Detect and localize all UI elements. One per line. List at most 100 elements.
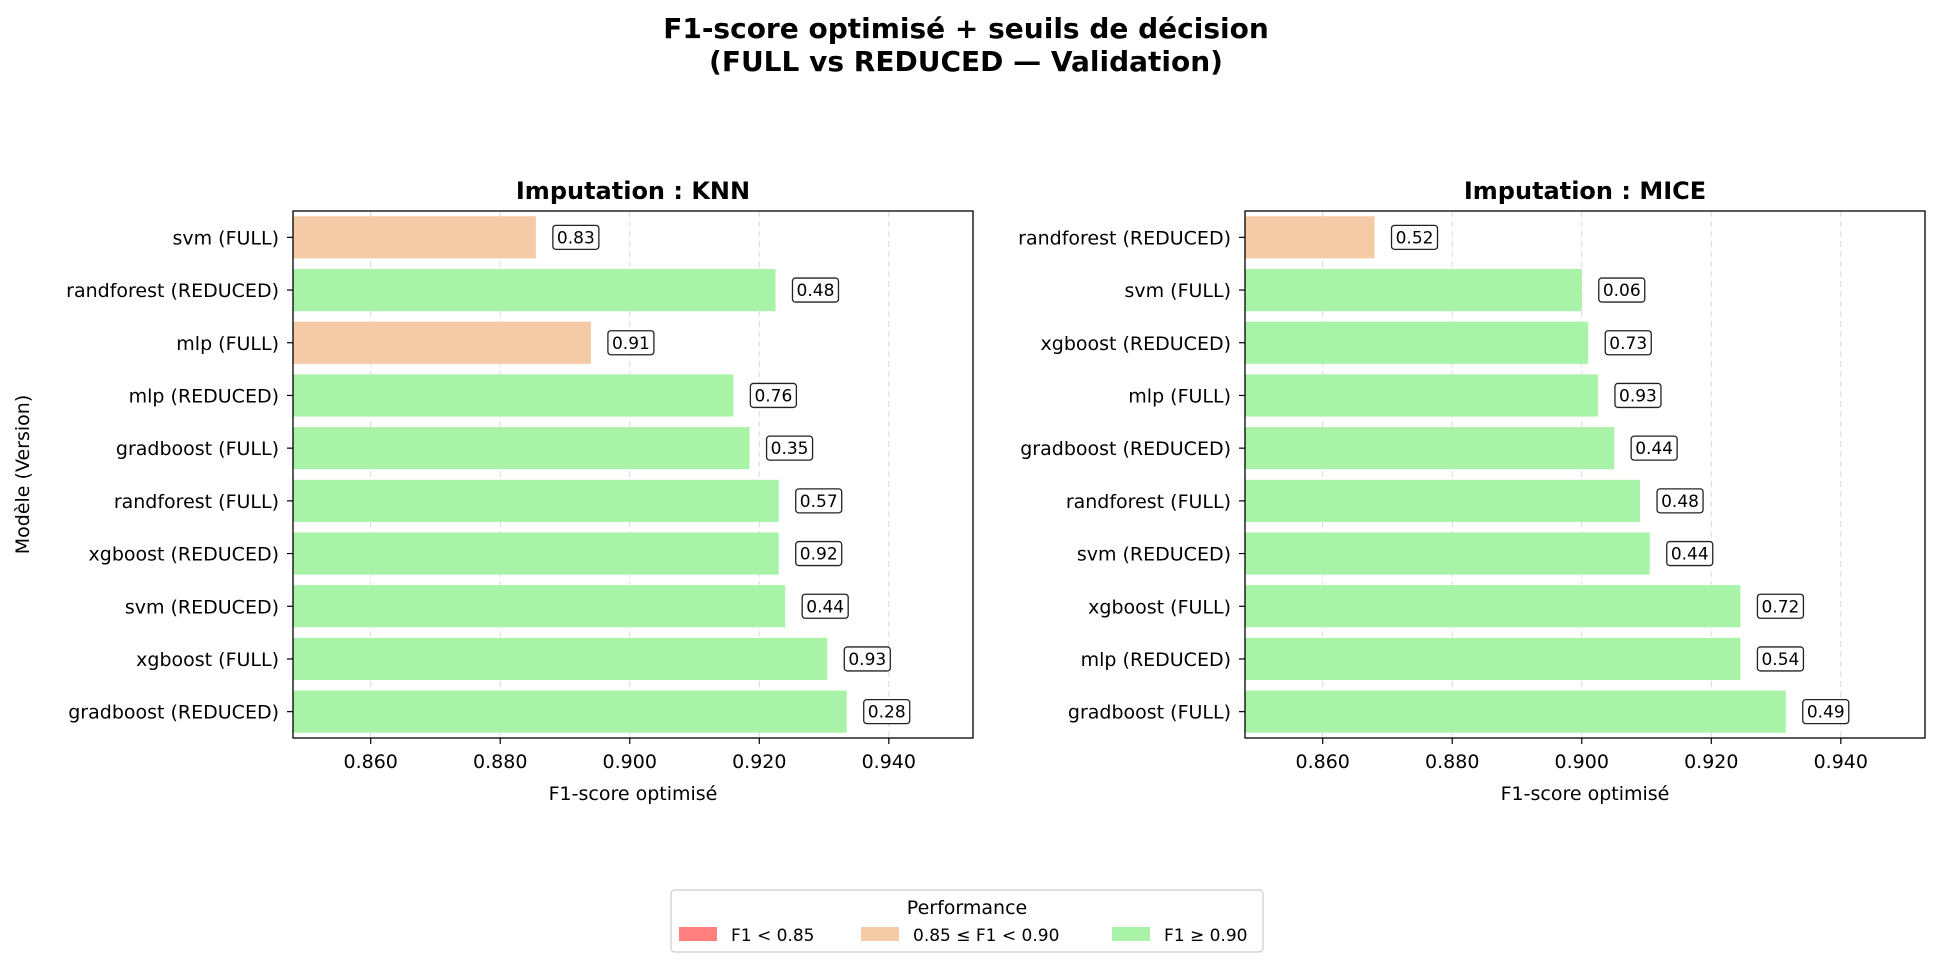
threshold-label-box <box>1756 646 1805 672</box>
bar <box>1245 532 1650 575</box>
y-tick-label: svm (FULL) <box>172 227 279 249</box>
bar <box>1245 637 1741 681</box>
y-tick-label: gradboost (REDUCED) <box>1020 438 1231 460</box>
bar <box>1245 321 1589 364</box>
threshold-label: 0.91 <box>612 334 650 354</box>
bar <box>293 479 779 522</box>
x-tick-label: 0.940 <box>862 751 916 773</box>
x-tick-label: 0.920 <box>732 751 786 773</box>
bar <box>293 585 786 628</box>
threshold-label-box <box>607 330 655 356</box>
bar <box>1245 216 1375 259</box>
bar <box>293 427 750 470</box>
x-tick-label: 0.860 <box>344 751 398 773</box>
bar <box>293 268 776 312</box>
threshold-label-box <box>1604 330 1652 356</box>
x-tick-label: 0.940 <box>1814 751 1868 773</box>
bar <box>293 321 591 364</box>
y-tick-label: mlp (REDUCED) <box>129 385 279 407</box>
threshold-label-box <box>863 699 911 725</box>
y-tick-label: svm (FULL) <box>1124 280 1231 302</box>
threshold-label: 0.44 <box>1635 439 1673 459</box>
threshold-label: 0.93 <box>848 650 886 670</box>
threshold-label-box <box>1390 224 1439 251</box>
y-tick-label: gradboost (REDUCED) <box>68 702 279 724</box>
legend-title: Performance <box>907 897 1027 919</box>
panel-knn: 0.83 0.48 0.91 0.76 0.35 0.57 0.92 0.44 0.93 0.28… <box>12 177 974 805</box>
x-axis-label: F1-score optimisé <box>549 783 718 805</box>
threshold-label-box <box>749 382 798 409</box>
bar <box>293 216 536 259</box>
bar <box>293 637 828 681</box>
threshold-label: 0.44 <box>806 597 844 617</box>
panel-title: Imputation : MICE <box>1464 177 1706 205</box>
x-tick-label: 0.920 <box>1684 751 1738 773</box>
legend: Performance F1 < 0.85 0.85 ≤ F1 < 0.90 F1 … <box>670 889 1264 953</box>
bar <box>1245 690 1786 733</box>
y-tick-label: randforest (FULL) <box>1066 491 1231 513</box>
threshold-label: 0.06 <box>1603 281 1641 301</box>
y-tick-label: randforest (FULL) <box>114 491 279 513</box>
y-axis-label: Modèle (Version) <box>12 395 34 554</box>
figure-title-line1: F1-score optimisé + seuils de décision <box>663 12 1269 45</box>
legend-label: 0.85 ≤ F1 < 0.90 <box>913 926 1059 946</box>
threshold-label: 0.35 <box>771 439 809 459</box>
axes-frame <box>1244 210 1926 739</box>
threshold-label: 0.48 <box>1661 492 1699 512</box>
threshold-label: 0.54 <box>1761 650 1799 670</box>
threshold-label-box <box>843 646 891 672</box>
threshold-label: 0.72 <box>1761 597 1799 617</box>
y-tick-label: gradboost (FULL) <box>116 438 279 460</box>
threshold-label: 0.93 <box>1619 386 1657 406</box>
y-tick-label: xgboost (REDUCED) <box>1041 333 1231 355</box>
bar <box>1245 427 1615 470</box>
legend-items: F1 < 0.85 0.85 ≤ F1 < 0.90 F1 ≥ 0.90 <box>679 926 1248 946</box>
threshold-label: 0.48 <box>797 281 835 301</box>
threshold-label: 0.49 <box>1807 703 1845 723</box>
x-axis-label: F1-score optimisé <box>1501 783 1670 805</box>
threshold-label-box <box>552 224 600 251</box>
y-tick-label: randforest (REDUCED) <box>66 280 279 302</box>
threshold-label: 0.92 <box>800 545 838 565</box>
y-tick-label: svm (REDUCED) <box>1077 544 1231 566</box>
threshold-label: 0.28 <box>868 703 906 723</box>
threshold-label: 0.73 <box>1609 334 1647 354</box>
y-tick-label: mlp (FULL) <box>1128 385 1231 407</box>
threshold-label-box <box>1614 382 1662 409</box>
threshold-label-box <box>1598 277 1646 303</box>
x-tick-label: 0.880 <box>473 751 527 773</box>
threshold-label: 0.57 <box>800 492 838 512</box>
panel-title: Imputation : KNN <box>516 177 750 205</box>
bar <box>293 690 847 733</box>
legend-swatch <box>861 927 899 941</box>
y-tick-label: xgboost (FULL) <box>136 649 279 671</box>
threshold-label-box <box>801 593 849 619</box>
threshold-label-box <box>765 435 814 461</box>
y-tick-label: gradboost (FULL) <box>1068 702 1231 724</box>
x-tick-label: 0.860 <box>1296 751 1350 773</box>
threshold-label-box <box>1630 435 1678 461</box>
threshold-label-box <box>791 277 840 303</box>
threshold-label-box <box>795 488 843 514</box>
legend-label: F1 < 0.85 <box>731 926 815 946</box>
panel-mice: 0.52 0.06 0.73 0.93 0.44 0.48 0.44 0.72 0.54 0.49… <box>1018 177 1926 805</box>
threshold-label-box <box>1802 699 1850 725</box>
threshold-label: 0.76 <box>754 386 792 406</box>
legend-label: F1 ≥ 0.90 <box>1164 926 1248 946</box>
bar <box>1245 268 1582 312</box>
y-tick-label: svm (REDUCED) <box>125 596 279 618</box>
bar <box>1245 585 1741 628</box>
x-tick-label: 0.900 <box>603 751 657 773</box>
threshold-label-box <box>1656 488 1704 514</box>
threshold-label: 0.52 <box>1396 228 1434 248</box>
legend-swatch <box>679 927 717 941</box>
threshold-label: 0.83 <box>557 228 595 248</box>
threshold-label: 0.44 <box>1671 545 1709 565</box>
y-tick-label: xgboost (FULL) <box>1088 596 1231 618</box>
y-tick-label: randforest (REDUCED) <box>1018 227 1231 249</box>
y-tick-label: mlp (REDUCED) <box>1081 649 1231 671</box>
y-tick-label: mlp (FULL) <box>176 333 279 355</box>
bar <box>1245 374 1598 417</box>
x-tick-label: 0.900 <box>1555 751 1609 773</box>
